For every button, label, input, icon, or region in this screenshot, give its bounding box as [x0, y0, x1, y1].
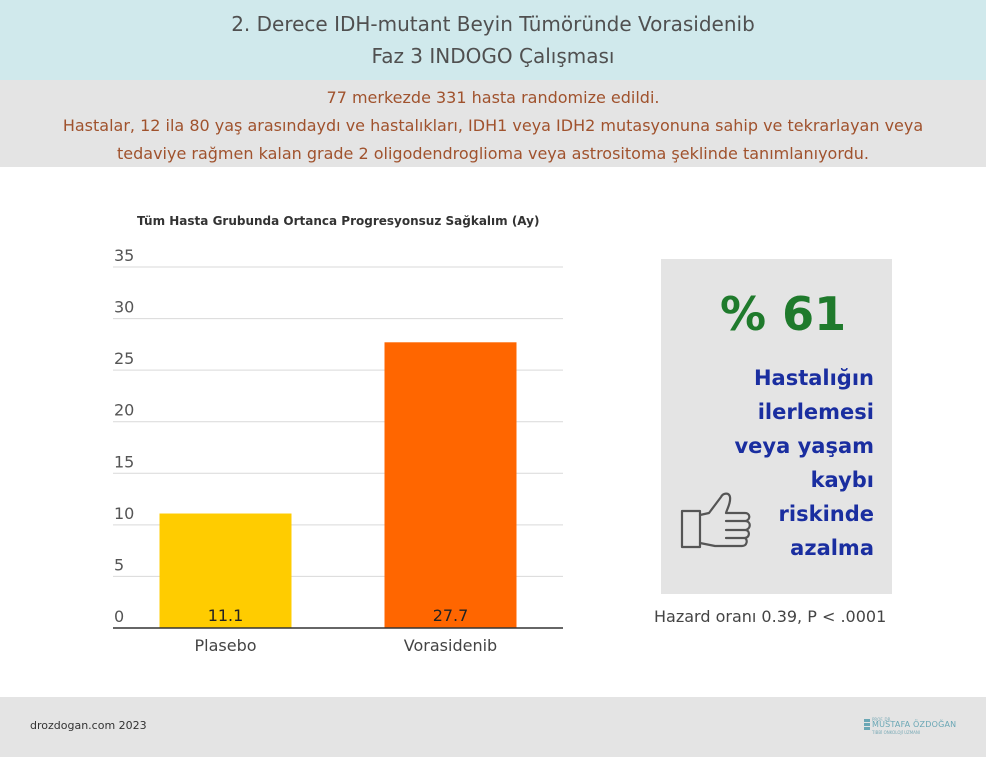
risk-reduction-percent: % 61	[720, 287, 847, 341]
data-label: 11.1	[208, 606, 244, 625]
footer: drozdogan.com 2023 PROF. DR. MUSTAFA ÖZD…	[0, 697, 986, 757]
x-tick-label: Plasebo	[194, 636, 256, 655]
y-tick-label: 30	[114, 298, 134, 317]
chart-title: Tüm Hasta Grubunda Ortanca Progresyonsuz…	[137, 214, 540, 228]
data-label: 27.7	[433, 606, 469, 625]
description-line: Hastalığın	[753, 366, 874, 390]
description-line: ilerlemesi	[757, 400, 874, 424]
description-line: kaybı	[810, 468, 874, 492]
risk-reduction-box: % 61 Hastalığın ilerlemesi veya yaşam kaybı…	[661, 259, 892, 594]
footer-site: drozdogan.com 2023	[30, 719, 147, 732]
y-tick-label: 20	[114, 401, 134, 420]
brand-logo: PROF. DR. MUSTAFA ÖZDOĞAN TIBBİ ONKOLOJİ…	[864, 717, 960, 737]
y-tick-label: 25	[114, 349, 134, 368]
bar-chart: 0 5 10 15 20 25 30 35 11.1 Plasebo 27.7 Vorasidenib	[113, 246, 563, 655]
hazard-ratio: Hazard oranı 0.39, P < .0001	[654, 607, 887, 626]
bar-plasebo	[159, 513, 292, 628]
thumbs-up-icon	[679, 489, 757, 557]
info-line-1: 77 merkezde 331 hasta randomize edildi.	[326, 88, 660, 107]
bar-vorasidenib	[384, 342, 517, 628]
page-title: 2. Derece IDH-mutant Beyin Tümöründe Vor…	[231, 12, 755, 36]
info-line-3: tedaviye rağmen kalan grade 2 oligodendr…	[117, 144, 869, 163]
description-line: veya yaşam	[734, 434, 874, 458]
y-tick-label: 15	[114, 452, 134, 471]
y-tick-label: 0	[114, 607, 124, 626]
y-tick-label: 35	[114, 246, 134, 265]
study-info: 77 merkezde 331 hasta randomize edildi. …	[0, 80, 986, 167]
description-line: riskinde	[778, 502, 874, 526]
page-subtitle: Faz 3 INDOGO Çalışması	[371, 44, 615, 68]
logo-mark-icon	[864, 719, 870, 731]
title-band: 2. Derece IDH-mutant Beyin Tümöründe Vor…	[0, 0, 986, 80]
x-tick-label: Vorasidenib	[404, 636, 497, 655]
logo-small-text: PROF. DR.	[872, 717, 892, 722]
info-line-2: Hastalar, 12 ila 80 yaş arasındaydı ve h…	[62, 116, 924, 135]
y-tick-label: 10	[114, 504, 134, 523]
risk-reduction-description: Hastalığın ilerlemesi veya yaşam kaybı riski…	[734, 361, 874, 565]
logo-name: MUSTAFA ÖZDOĞAN	[872, 720, 957, 729]
y-tick-label: 5	[114, 555, 124, 574]
logo-subtitle: TIBBİ ONKOLOJİ UZMANI	[872, 730, 921, 735]
description-line: azalma	[790, 536, 874, 560]
